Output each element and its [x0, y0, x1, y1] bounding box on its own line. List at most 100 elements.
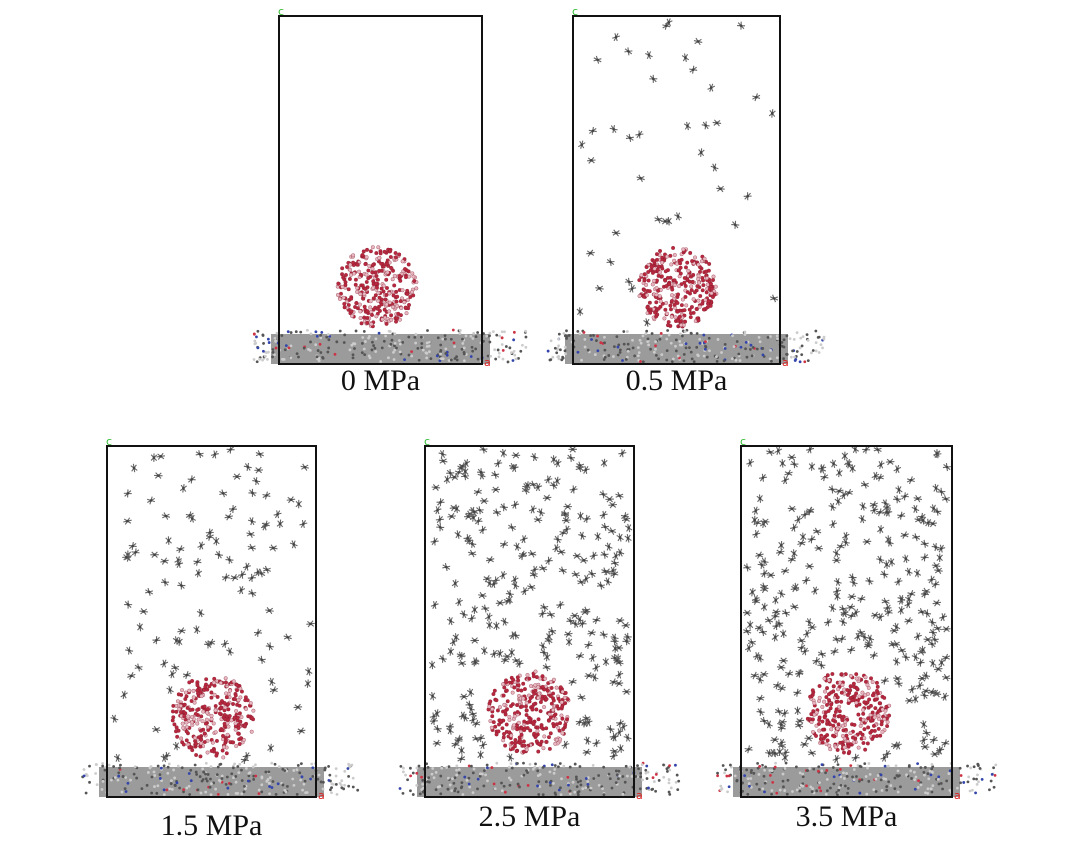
substrate-atom — [240, 792, 244, 796]
substrate-atom — [657, 779, 661, 782]
molecule-atom — [684, 56, 687, 59]
molecule-atom — [456, 533, 460, 536]
water-atom — [210, 740, 215, 745]
substrate-atom — [974, 791, 977, 795]
molecule-atom — [890, 560, 893, 564]
gas-molecule — [610, 633, 619, 642]
water-atom — [193, 741, 198, 746]
gas-molecule — [577, 693, 586, 702]
substrate-atom — [343, 769, 347, 773]
gas-molecule — [457, 463, 466, 472]
gas-molecule — [594, 532, 602, 541]
water-atom — [195, 683, 200, 688]
substrate-atom — [244, 787, 247, 791]
molecule-atom — [836, 580, 840, 584]
gas-molecule — [760, 602, 768, 612]
water-atom — [502, 731, 506, 736]
substrate-atom — [298, 771, 302, 775]
molecule-atom — [502, 543, 506, 546]
gas-molecule — [697, 148, 705, 157]
molecule-atom — [760, 563, 763, 567]
substrate-atom — [373, 346, 377, 350]
molecule-atom — [934, 582, 937, 586]
substrate-atom — [795, 788, 799, 792]
substrate-atom — [733, 356, 736, 360]
molecule-atom — [214, 539, 218, 543]
substrate-atom — [326, 333, 330, 336]
substrate-atom — [232, 776, 235, 780]
water-atom — [187, 745, 192, 750]
molecule-atom — [872, 654, 876, 657]
water-atom — [876, 716, 881, 721]
substrate-atom — [426, 765, 430, 769]
water-atom — [875, 684, 880, 689]
substrate-atom — [803, 360, 807, 364]
substrate-atom — [398, 342, 402, 346]
water-atom — [503, 709, 508, 714]
substrate-atom — [500, 789, 504, 793]
molecule-atom — [865, 540, 869, 544]
water-atom — [669, 262, 674, 267]
substrate-atom — [389, 342, 393, 346]
substrate-atom — [582, 330, 586, 334]
water-atom — [655, 267, 660, 272]
molecule-atom — [471, 718, 475, 722]
substrate-atom — [399, 765, 403, 768]
gas-molecule — [557, 548, 566, 556]
gas-molecule — [780, 567, 790, 575]
gas-molecule — [575, 652, 585, 660]
water-atom — [238, 695, 243, 700]
molecule-atom — [664, 24, 668, 28]
substrate-atom — [498, 334, 502, 338]
molecule-atom — [496, 462, 500, 465]
gas-molecule — [603, 577, 612, 586]
molecule-atom — [523, 589, 526, 593]
molecule-atom — [472, 516, 475, 519]
molecule-atom — [482, 448, 485, 451]
gas-molecule — [927, 640, 937, 649]
substrate-atom — [719, 788, 723, 792]
water-atom — [403, 305, 408, 310]
substrate-atom — [990, 773, 994, 776]
molecule-atom — [784, 611, 788, 615]
substrate-atom — [268, 785, 271, 788]
gas-molecule — [238, 570, 247, 579]
water-atom — [711, 278, 715, 283]
substrate-atom — [783, 767, 787, 770]
substrate-atom — [295, 768, 299, 772]
gas-molecule — [920, 539, 929, 548]
gas-molecule — [505, 595, 513, 605]
molecule-atom — [922, 723, 926, 726]
gas-molecule — [220, 639, 229, 648]
gas-molecule — [248, 488, 257, 497]
substrate-atom — [674, 349, 678, 353]
water-atom — [395, 304, 400, 308]
substrate-atom — [698, 341, 702, 345]
molecule-atom — [923, 592, 927, 596]
molecule-atom — [481, 743, 485, 747]
substrate-atom — [887, 780, 891, 784]
substrate-atom — [476, 331, 480, 334]
substrate-atom — [240, 768, 243, 772]
gas-molecule — [625, 523, 633, 533]
substrate-atom — [469, 355, 473, 358]
substrate-atom — [735, 779, 739, 783]
gas-molecule — [940, 692, 949, 701]
molecule-atom — [467, 515, 470, 518]
molecule-atom — [132, 466, 136, 470]
substrate-atom — [644, 771, 648, 775]
water-atom — [562, 695, 567, 700]
molecule-atom — [796, 691, 799, 695]
gas-molecule — [847, 593, 857, 601]
substrate-atom — [417, 764, 421, 768]
substrate-atom — [451, 777, 454, 781]
gas-molecule — [795, 717, 805, 725]
water-atom — [398, 299, 403, 304]
substrate-atom — [879, 778, 883, 782]
molecule-atom — [667, 219, 671, 223]
water-atom — [355, 262, 360, 267]
gas-molecule — [817, 650, 826, 659]
substrate-atom — [748, 784, 751, 788]
water-atom — [713, 284, 718, 289]
molecule-atom — [938, 748, 942, 752]
